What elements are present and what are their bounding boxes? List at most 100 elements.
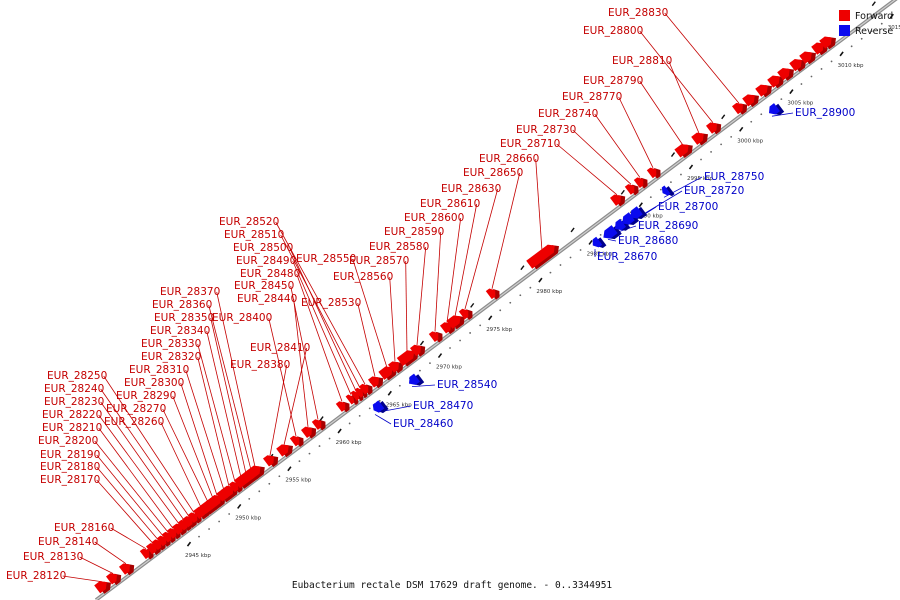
gene-label-eur-28210: EUR_28210 bbox=[42, 422, 102, 434]
gene-label-eur-28830: EUR_28830 bbox=[608, 7, 668, 19]
gene-label-eur-28160: EUR_28160 bbox=[54, 522, 114, 534]
leader-line bbox=[96, 479, 154, 544]
forward-gene bbox=[335, 401, 350, 413]
forward-gene bbox=[358, 383, 373, 396]
gene-label-eur-28220: EUR_28220 bbox=[42, 409, 102, 421]
forward-gene bbox=[755, 84, 772, 98]
kbp-tick-label: 2985 kbp bbox=[587, 251, 613, 257]
leader-line bbox=[98, 414, 180, 525]
leader-line bbox=[639, 80, 684, 146]
gene-label-eur-28590: EUR_28590 bbox=[384, 226, 444, 238]
kbp-tick: 2975 kbp bbox=[486, 286, 532, 333]
gene-label-eur-28720: EUR_28720 bbox=[684, 185, 744, 197]
kbp-tick-label: 2975 kbp bbox=[486, 327, 512, 333]
leader-line bbox=[374, 414, 392, 425]
leader-line bbox=[210, 317, 247, 474]
leader-line bbox=[535, 158, 543, 252]
gene-label-eur-28570: EUR_28570 bbox=[349, 255, 409, 267]
gene-label-eur-28480: EUR_28480 bbox=[240, 268, 300, 280]
kbp-tick-label: 2955 kbp bbox=[285, 478, 311, 484]
gene-label-eur-28270: EUR_28270 bbox=[106, 403, 166, 415]
gene-label-eur-28400: EUR_28400 bbox=[212, 312, 272, 324]
legend-reverse-label: Reverse bbox=[855, 26, 893, 37]
gene-label-eur-28260: EUR_28260 bbox=[104, 416, 164, 428]
gene-label-eur-28440: EUR_28440 bbox=[237, 293, 297, 305]
gene-label-eur-28740: EUR_28740 bbox=[538, 108, 598, 120]
kbp-tick-label: 2950 kbp bbox=[235, 515, 261, 521]
gene-label-eur-28200: EUR_28200 bbox=[38, 435, 98, 447]
forward-gene bbox=[624, 184, 639, 196]
reverse-gene bbox=[615, 218, 631, 231]
gene-features bbox=[94, 36, 836, 594]
gene-label-eur-28380: EUR_28380 bbox=[230, 359, 290, 371]
gene-label-eur-28470: EUR_28470 bbox=[413, 400, 473, 412]
gene-label-eur-28750: EUR_28750 bbox=[704, 171, 764, 183]
leader-line bbox=[454, 203, 478, 317]
reverse-gene bbox=[409, 373, 425, 386]
leader-line bbox=[208, 304, 252, 470]
gene-label-eur-28240: EUR_28240 bbox=[44, 383, 104, 395]
kbp-tick: 2955 kbp bbox=[285, 437, 331, 484]
leader-line bbox=[94, 541, 127, 565]
gene-label-eur-28170: EUR_28170 bbox=[40, 474, 100, 486]
gene-label-eur-28320: EUR_28320 bbox=[141, 351, 201, 363]
gene-label-eur-28490: EUR_28490 bbox=[236, 255, 296, 267]
track-dash bbox=[721, 114, 726, 120]
leader-line bbox=[293, 298, 309, 428]
kbp-tick-label: 2965 kbp bbox=[386, 402, 412, 408]
track-dash bbox=[570, 227, 575, 233]
leader-line bbox=[216, 291, 256, 467]
leader-line bbox=[100, 388, 190, 517]
forward-gene bbox=[526, 244, 559, 270]
leader-line bbox=[98, 427, 174, 529]
forward-gene bbox=[633, 177, 648, 189]
forward-gene bbox=[789, 59, 806, 72]
gene-label-eur-28810: EUR_28810 bbox=[612, 55, 672, 67]
kbp-tick: 3015 kbp bbox=[888, 13, 900, 31]
legend-forward-swatch bbox=[839, 10, 850, 21]
gene-labels: EUR_28120 EUR_28130 EUR_28140 EUR_28160 EUR_… bbox=[6, 7, 855, 582]
leader-line bbox=[197, 343, 236, 482]
forward-gene bbox=[646, 167, 661, 179]
leader-line bbox=[618, 96, 654, 168]
leader-line bbox=[290, 285, 319, 420]
leader-line bbox=[185, 369, 225, 491]
forward-gene bbox=[311, 419, 326, 431]
leader-line bbox=[160, 421, 202, 508]
leader-line bbox=[594, 113, 641, 178]
gene-label-eur-28120: EUR_28120 bbox=[6, 570, 66, 582]
forward-gene bbox=[276, 444, 293, 458]
kbp-tick-label: 2945 kbp bbox=[185, 553, 211, 559]
track-dash bbox=[520, 265, 525, 271]
gene-label-eur-28540: EUR_28540 bbox=[437, 379, 497, 391]
leader-line bbox=[491, 172, 521, 289]
gene-label-eur-28140: EUR_28140 bbox=[38, 536, 98, 548]
forward-gene bbox=[246, 465, 265, 480]
gene-label-eur-28650: EUR_28650 bbox=[463, 167, 523, 179]
leader-line bbox=[664, 12, 740, 104]
gene-label-eur-28700: EUR_28700 bbox=[658, 201, 718, 213]
kbp-tick: 2945 kbp bbox=[185, 513, 231, 559]
gene-label-eur-28230: EUR_28230 bbox=[44, 396, 104, 408]
gene-label-eur-28300: EUR_28300 bbox=[124, 377, 184, 389]
leader-line bbox=[206, 330, 242, 478]
forward-gene bbox=[446, 315, 465, 330]
leader-line bbox=[197, 356, 230, 487]
leader-line bbox=[416, 246, 427, 346]
track-dash bbox=[470, 302, 475, 308]
leader-line bbox=[464, 188, 499, 310]
gene-label-eur-28450: EUR_28450 bbox=[234, 280, 294, 292]
gene-label-eur-28360: EUR_28360 bbox=[152, 299, 212, 311]
gene-label-eur-28460: EUR_28460 bbox=[393, 418, 453, 430]
forward-gene bbox=[409, 344, 426, 357]
kbp-scale: 2945 kbp 2950 kbp 2955 kbp 2960 kbp 2965 kbp… bbox=[168, 1, 900, 559]
gene-label-eur-28670: EUR_28670 bbox=[597, 251, 657, 263]
legend-forward-label: Forward bbox=[855, 11, 893, 22]
gene-label-eur-28730: EUR_28730 bbox=[516, 124, 576, 136]
leader-line bbox=[289, 247, 357, 392]
leader-line bbox=[292, 260, 352, 395]
track-dash bbox=[419, 340, 425, 346]
forward-gene bbox=[742, 94, 759, 108]
forward-gene bbox=[609, 194, 626, 207]
